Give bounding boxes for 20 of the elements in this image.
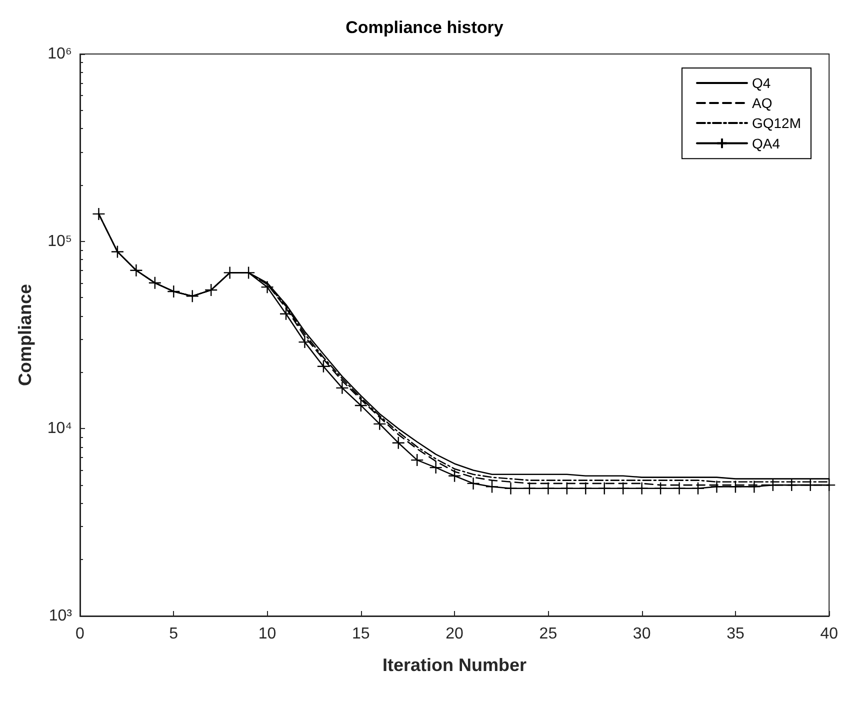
y-tick-label: 10⁶ — [48, 46, 72, 62]
x-tick-label: 30 — [632, 626, 651, 642]
x-tick-label: 0 — [76, 626, 85, 642]
legend-label: QA4 — [752, 135, 780, 152]
x-tick-label: 5 — [169, 626, 178, 642]
y-tick-label: 10⁴ — [47, 420, 72, 438]
x-tick-label: 35 — [726, 626, 744, 642]
legend-label: AQ — [752, 95, 772, 111]
y-axis-title: Compliance — [15, 284, 35, 386]
legend-label: Q4 — [752, 75, 771, 91]
x-tick-label: 20 — [446, 626, 464, 642]
x-tick-label: 10 — [258, 626, 276, 642]
x-tick-label: 40 — [820, 626, 838, 642]
y-tick-label: 10⁵ — [48, 232, 72, 250]
x-tick-label: 25 — [539, 626, 558, 642]
legend-label: GQ12M — [752, 115, 801, 131]
x-tick-label: 15 — [352, 626, 370, 642]
chart-title: Compliance history — [346, 18, 504, 37]
x-axis-title: Iteration Number — [382, 655, 527, 675]
y-tick-label: 10³ — [48, 608, 73, 624]
